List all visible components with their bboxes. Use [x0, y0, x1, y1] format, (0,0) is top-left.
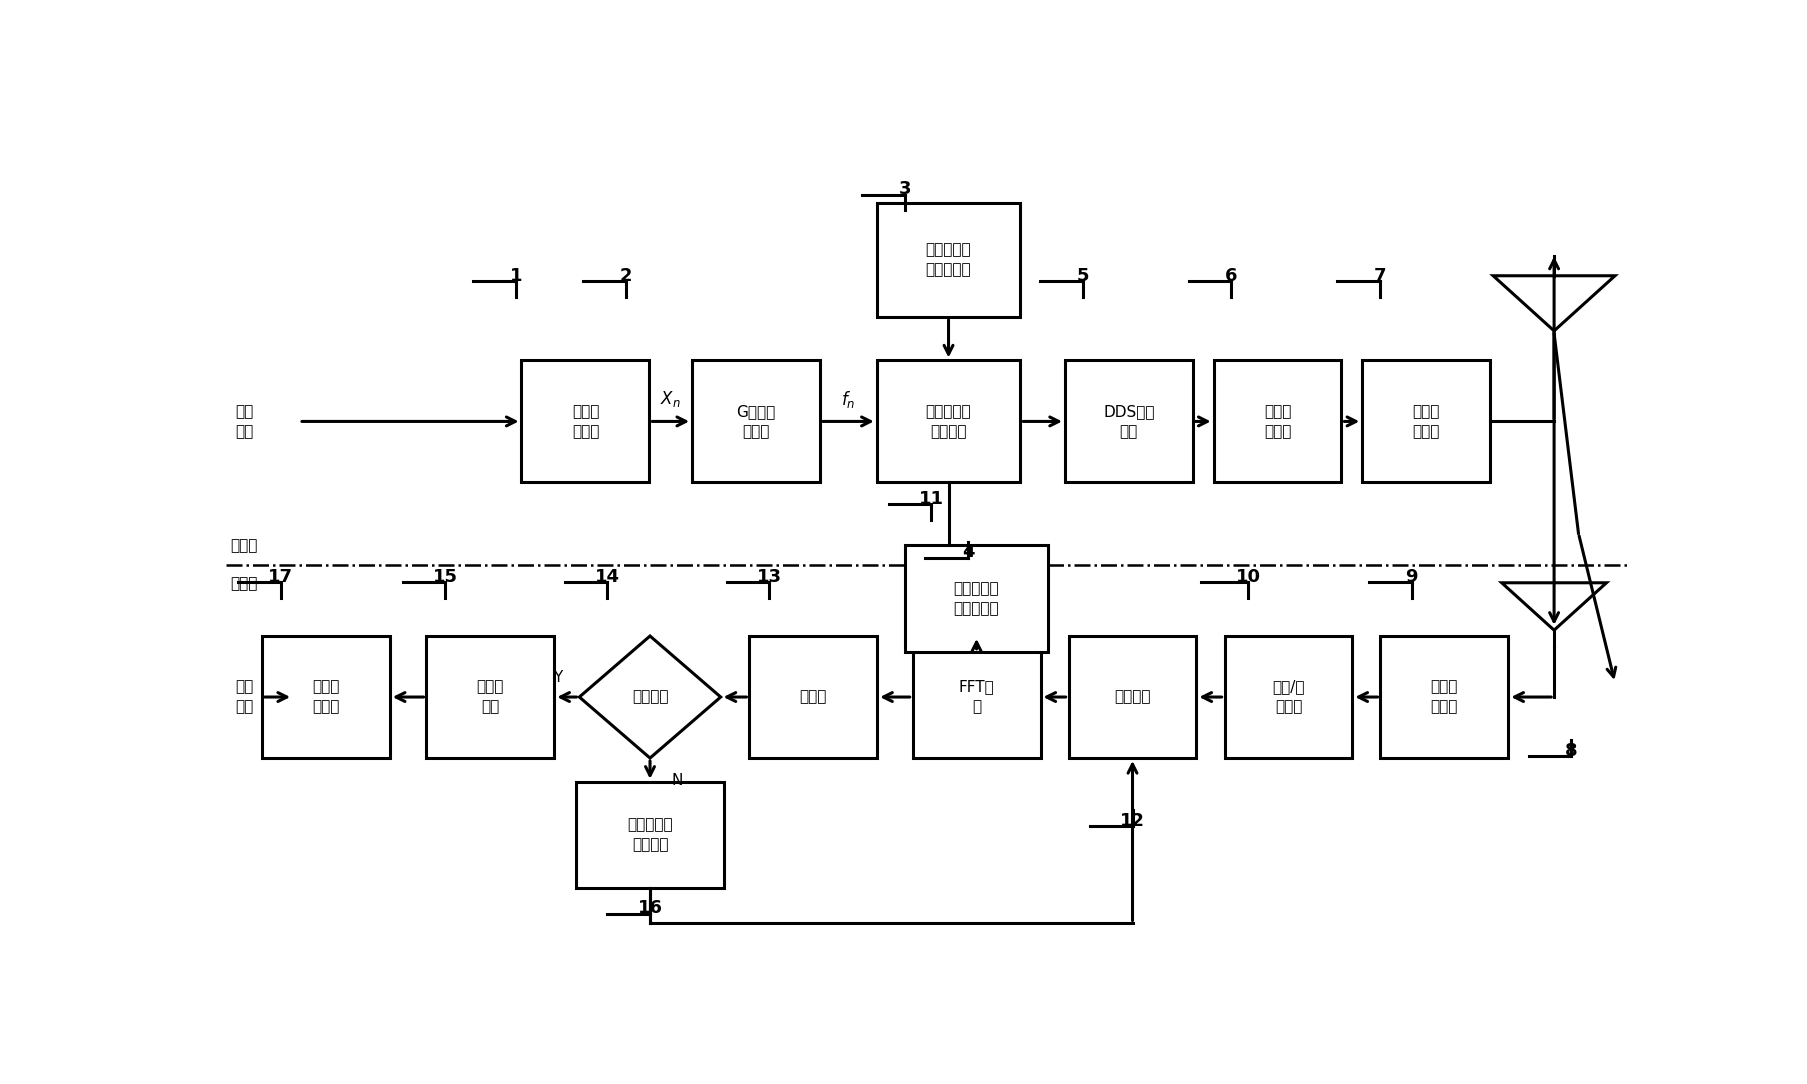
Text: 12: 12 — [1119, 812, 1144, 829]
Text: 输入
数据: 输入 数据 — [235, 404, 253, 439]
Polygon shape — [1502, 583, 1606, 630]
Text: 14: 14 — [595, 568, 620, 585]
Text: 变频/滤
波处理: 变频/滤 波处理 — [1272, 680, 1305, 714]
Text: 高密度跳频
序列发生器: 高密度跳频 序列发生器 — [925, 243, 970, 278]
Text: 中频滤
波处理: 中频滤 波处理 — [1263, 404, 1290, 439]
FancyBboxPatch shape — [1068, 636, 1196, 758]
FancyBboxPatch shape — [426, 636, 555, 758]
FancyBboxPatch shape — [913, 636, 1041, 758]
FancyBboxPatch shape — [1064, 360, 1193, 482]
Text: 频率计算和
控制处理: 频率计算和 控制处理 — [925, 404, 970, 439]
Polygon shape — [1493, 275, 1614, 331]
Text: 13: 13 — [757, 568, 781, 585]
FancyBboxPatch shape — [876, 203, 1019, 318]
FancyBboxPatch shape — [748, 636, 876, 758]
Text: 高密度跳频
序列发生器: 高密度跳频 序列发生器 — [954, 581, 999, 616]
FancyBboxPatch shape — [520, 360, 649, 482]
Text: G函数映
射处理: G函数映 射处理 — [735, 404, 775, 439]
Text: FFT变
换: FFT变 换 — [958, 680, 994, 714]
FancyBboxPatch shape — [1223, 636, 1352, 758]
FancyBboxPatch shape — [876, 360, 1019, 482]
Text: 8: 8 — [1565, 741, 1576, 760]
Text: DDS波形
生成: DDS波形 生成 — [1102, 404, 1155, 439]
FancyBboxPatch shape — [262, 636, 390, 758]
FancyBboxPatch shape — [575, 782, 725, 888]
Text: 2: 2 — [620, 267, 632, 285]
FancyBboxPatch shape — [1381, 636, 1507, 758]
Text: 同步判决: 同步判决 — [631, 689, 669, 705]
Text: 9: 9 — [1404, 568, 1417, 585]
FancyBboxPatch shape — [692, 360, 820, 482]
Text: 串并转
换处理: 串并转 换处理 — [571, 404, 598, 439]
FancyBboxPatch shape — [1212, 360, 1341, 482]
Text: 软判决: 软判决 — [799, 689, 826, 705]
Text: 6: 6 — [1225, 267, 1236, 285]
Text: N: N — [670, 773, 681, 788]
Text: 5: 5 — [1075, 267, 1088, 285]
Text: 串并转
换处理: 串并转 换处理 — [313, 680, 340, 714]
Text: 10: 10 — [1234, 568, 1259, 585]
Text: 17: 17 — [267, 568, 293, 585]
Text: 3: 3 — [898, 180, 911, 198]
FancyBboxPatch shape — [904, 545, 1048, 651]
Text: 7: 7 — [1373, 267, 1386, 285]
Text: 15: 15 — [432, 568, 457, 585]
Text: 维特比
译码: 维特比 译码 — [477, 680, 504, 714]
Text: 抽样处理: 抽样处理 — [1113, 689, 1149, 705]
Text: 射频信
号处理: 射频信 号处理 — [1429, 680, 1456, 714]
Text: 4: 4 — [961, 543, 974, 562]
Text: Y: Y — [553, 670, 562, 685]
Polygon shape — [578, 636, 721, 758]
Text: 生成射
频波形: 生成射 频波形 — [1411, 404, 1438, 439]
Text: $f_n$: $f_n$ — [840, 389, 855, 410]
Text: 同步捕获和
跟踪处理: 同步捕获和 跟踪处理 — [627, 817, 672, 852]
Text: 1: 1 — [510, 267, 522, 285]
Text: 接收端: 接收端 — [231, 576, 258, 591]
Text: 发射端: 发射端 — [231, 539, 258, 553]
Text: 输出
数据: 输出 数据 — [235, 680, 253, 714]
Text: 16: 16 — [638, 899, 661, 917]
FancyBboxPatch shape — [1361, 360, 1489, 482]
Text: 11: 11 — [918, 490, 943, 507]
Text: $X_n$: $X_n$ — [660, 389, 681, 410]
